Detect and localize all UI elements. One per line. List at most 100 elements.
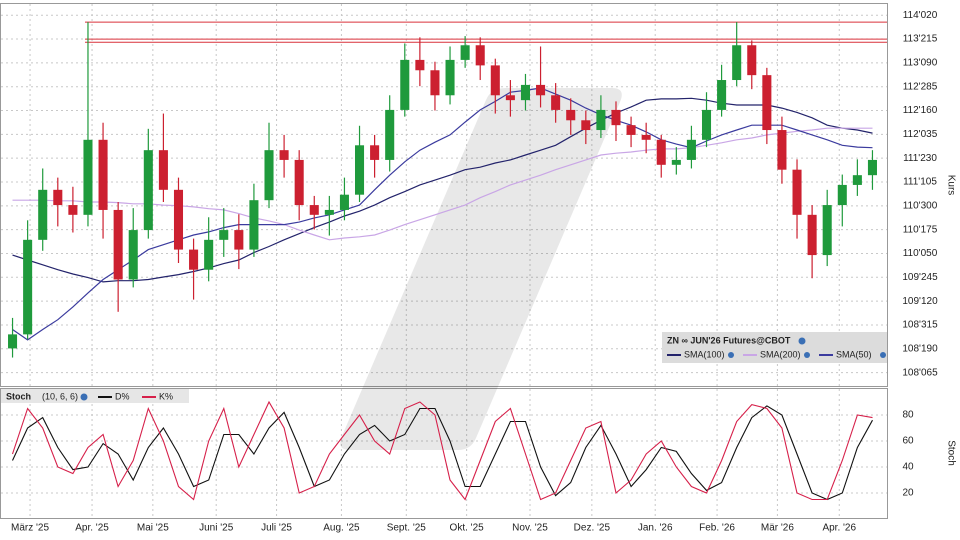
candle-body bbox=[294, 159, 304, 206]
legend-icon bbox=[728, 352, 734, 358]
stoch-legend: Stoch (10, 6, 6) bbox=[1, 389, 189, 403]
candle-body bbox=[83, 139, 93, 215]
candle-body bbox=[490, 65, 500, 96]
y-tick-label: 113'090 bbox=[903, 58, 938, 69]
y-tick-label: 109'120 bbox=[902, 296, 938, 307]
candle-body bbox=[355, 145, 365, 195]
x-tick-label: Dez. '25 bbox=[574, 523, 611, 534]
y-tick-label: 111'230 bbox=[903, 153, 937, 164]
candle-body bbox=[671, 159, 681, 165]
candle-body bbox=[113, 209, 123, 280]
candle-body bbox=[475, 45, 485, 66]
candle-body bbox=[309, 205, 319, 215]
y-tick-label: 80 bbox=[902, 410, 914, 421]
legend-label: D% bbox=[115, 391, 130, 401]
candle-body bbox=[626, 125, 636, 135]
candle-body bbox=[581, 120, 591, 131]
y-axis-label: Stoch bbox=[945, 440, 956, 466]
y-tick-label: 112'285 bbox=[903, 81, 938, 92]
candle-body bbox=[717, 80, 727, 110]
candle-body bbox=[8, 334, 18, 349]
legend-icon bbox=[880, 352, 886, 358]
y-tick-label: 111'105 bbox=[903, 177, 937, 188]
x-tick-label: Sept. '25 bbox=[387, 523, 427, 534]
candle-body bbox=[611, 109, 621, 126]
candle-body bbox=[867, 159, 877, 176]
legend-label: SMA(50) bbox=[836, 349, 872, 359]
candle-body bbox=[98, 139, 108, 210]
candle-body bbox=[385, 109, 395, 160]
legend-box bbox=[662, 332, 887, 363]
y-tick-label: 108'190 bbox=[902, 343, 938, 354]
candle-body bbox=[204, 239, 214, 270]
x-tick-label: Apr. '26 bbox=[822, 523, 856, 534]
candle-body bbox=[837, 184, 847, 206]
candle-body bbox=[249, 200, 259, 250]
y-tick-label: 110'050 bbox=[903, 248, 938, 259]
sma-line bbox=[12, 97, 873, 283]
price-legend: ZN ∞ JUN'26 Futures@CBOT bbox=[662, 332, 887, 363]
y-tick-label: 110'175 bbox=[903, 224, 938, 235]
y-tick-label: 114'020 bbox=[903, 10, 938, 21]
candle-body bbox=[596, 109, 606, 131]
x-tick-label: Nov. '25 bbox=[512, 523, 548, 534]
candle-body bbox=[68, 205, 78, 215]
x-tick-label: März '25 bbox=[11, 523, 49, 534]
candle-body bbox=[551, 95, 561, 110]
candle-body bbox=[686, 139, 696, 160]
candle-body bbox=[792, 169, 802, 215]
candle-body bbox=[701, 109, 712, 140]
sma-line bbox=[12, 87, 873, 341]
x-tick-label: Jan. '26 bbox=[638, 523, 673, 534]
x-tick-label: Juni '25 bbox=[199, 523, 234, 534]
candle-body bbox=[732, 45, 742, 81]
candle-body bbox=[173, 189, 184, 250]
candle-body bbox=[822, 205, 832, 256]
y-tick-label: 108'315 bbox=[902, 320, 938, 331]
sma-line bbox=[12, 127, 873, 241]
legend-icon bbox=[798, 337, 806, 345]
candle-body bbox=[762, 75, 772, 131]
y-tick-label: 112'160 bbox=[903, 105, 938, 116]
candle-body bbox=[566, 109, 576, 121]
x-tick-label: Feb. '26 bbox=[699, 523, 735, 534]
candle-body bbox=[430, 70, 440, 96]
stoch-line bbox=[11, 400, 873, 501]
candle-body bbox=[415, 59, 425, 71]
y-tick-label: 113'215 bbox=[903, 34, 938, 45]
y-tick-label: 108'065 bbox=[902, 367, 938, 378]
legend-icon bbox=[80, 393, 88, 401]
candle-body bbox=[234, 230, 244, 250]
x-tick-label: Juli '25 bbox=[261, 523, 292, 534]
y-tick-label: 20 bbox=[902, 488, 914, 499]
y-tick-label: 40 bbox=[902, 462, 914, 473]
legend-label: SMA(200) bbox=[760, 349, 801, 359]
stoch-line bbox=[12, 405, 873, 501]
candle-body bbox=[370, 145, 380, 160]
x-tick-label: Mai '25 bbox=[137, 523, 169, 534]
x-tick-label: Okt. '25 bbox=[450, 523, 485, 534]
legend-label: K% bbox=[159, 391, 173, 401]
candle-body bbox=[38, 189, 48, 240]
y-axis-label: Kurs bbox=[945, 175, 956, 196]
x-tick-label: Apr. '25 bbox=[75, 523, 109, 534]
candle-body bbox=[777, 130, 787, 170]
y-tick-label: 112'035 bbox=[903, 129, 938, 140]
candle-body bbox=[128, 230, 138, 280]
candle-body bbox=[143, 150, 153, 231]
candle-body bbox=[505, 95, 515, 101]
candle-body bbox=[264, 150, 274, 201]
x-tick-label: Mär '26 bbox=[761, 523, 794, 534]
candle-body bbox=[520, 84, 530, 101]
price-frame bbox=[0, 3, 888, 387]
legend-title: ZN ∞ JUN'26 Futures@CBOT bbox=[667, 335, 791, 345]
y-tick-label: 109'245 bbox=[902, 272, 938, 283]
stoch-title: Stoch bbox=[6, 391, 31, 401]
candle-body bbox=[279, 150, 289, 160]
candle-body bbox=[641, 134, 651, 140]
candle-body bbox=[807, 214, 817, 256]
candle-body bbox=[445, 59, 455, 96]
candle-body bbox=[400, 59, 410, 110]
